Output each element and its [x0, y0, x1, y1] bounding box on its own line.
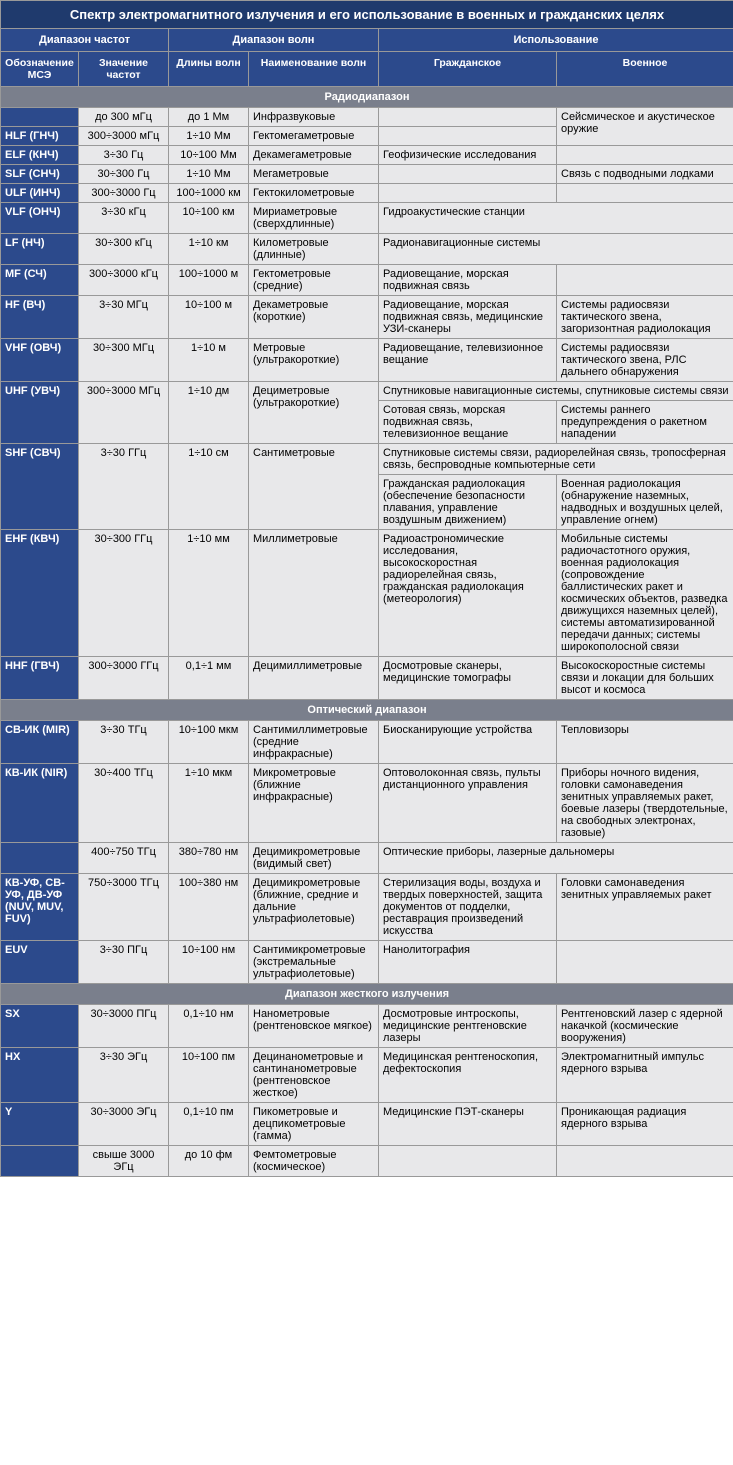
table-row: HX 3÷30 ЭГц 10÷100 пм Децинанометровые и… [1, 1048, 733, 1103]
table-row: свыше 3000 ЭГц до 10 фм Фемтометровые (к… [1, 1146, 733, 1177]
table-row: HHF (ГВЧ) 300÷3000 ГГц 0,1÷1 мм Децимилл… [1, 657, 733, 700]
table-row: SLF (СНЧ) 30÷300 Гц 1÷10 Мм Мегаметровые… [1, 165, 733, 184]
table-row: 400÷750 ТГц 380÷780 нм Децимикрометровые… [1, 843, 733, 874]
spectrum-table: Спектр электромагнитного излучения и его… [0, 0, 733, 1177]
section-radio: Радиодиапазон [1, 87, 733, 108]
table-row: Y 30÷3000 ЭГц 0,1÷10 пм Пикометровые и д… [1, 1103, 733, 1146]
table-row: ULF (ИНЧ) 300÷3000 Гц 100÷1000 км Гекток… [1, 184, 733, 203]
head-mse: Обозначение МСЭ [1, 52, 79, 87]
table-row: VLF (ОНЧ) 3÷30 кГц 10÷100 км Мириаметров… [1, 203, 733, 234]
head-mil: Военное [557, 52, 733, 87]
table-row: СВ-ИК (MIR) 3÷30 ТГц 10÷100 мкм Сантимил… [1, 721, 733, 764]
table-row: EHF (КВЧ) 30÷300 ГГц 1÷10 мм Миллиметров… [1, 530, 733, 657]
head-freq: Диапазон частот [1, 29, 169, 52]
table-row: КВ-УФ, СВ-УФ, ДВ-УФ (NUV, MUV, FUV) 750÷… [1, 874, 733, 941]
table-row: LF (НЧ) 30÷300 кГц 1÷10 км Километровые … [1, 234, 733, 265]
head-wname: Наименование волн [249, 52, 379, 87]
section-optical: Оптический диапазон [1, 700, 733, 721]
table-row: HF (ВЧ) 3÷30 МГц 10÷100 м Декаметровые (… [1, 296, 733, 339]
head-use: Использование [379, 29, 733, 52]
head-wlen: Длины волн [169, 52, 249, 87]
table-row: EUV 3÷30 ПГц 10÷100 нм Сантимикрометровы… [1, 941, 733, 984]
table-row: SX 30÷3000 ПГц 0,1÷10 нм Нанометровые (р… [1, 1005, 733, 1048]
table-row: UHF (УВЧ) 300÷3000 МГц 1÷10 дм Дециметро… [1, 382, 733, 401]
table-row: VHF (ОВЧ) 30÷300 МГц 1÷10 м Метровые (ул… [1, 339, 733, 382]
table-row: MF (СЧ) 300÷3000 кГц 100÷1000 м Гектомет… [1, 265, 733, 296]
table-row: ELF (КНЧ) 3÷30 Гц 10÷100 Мм Декамегаметр… [1, 146, 733, 165]
head-fval: Значение частот [79, 52, 169, 87]
table-row: до 300 мГц до 1 Мм Инфразвуковые Сейсмич… [1, 108, 733, 127]
table-row: SHF (СВЧ) 3÷30 ГГц 1÷10 см Сантиметровые… [1, 444, 733, 475]
section-hard: Диапазон жесткого излучения [1, 984, 733, 1005]
head-civ: Гражданское [379, 52, 557, 87]
table-title: Спектр электромагнитного излучения и его… [1, 1, 733, 29]
table-row: КВ-ИК (NIR) 30÷400 ТГц 1÷10 мкм Микромет… [1, 764, 733, 843]
head-wave: Диапазон волн [169, 29, 379, 52]
